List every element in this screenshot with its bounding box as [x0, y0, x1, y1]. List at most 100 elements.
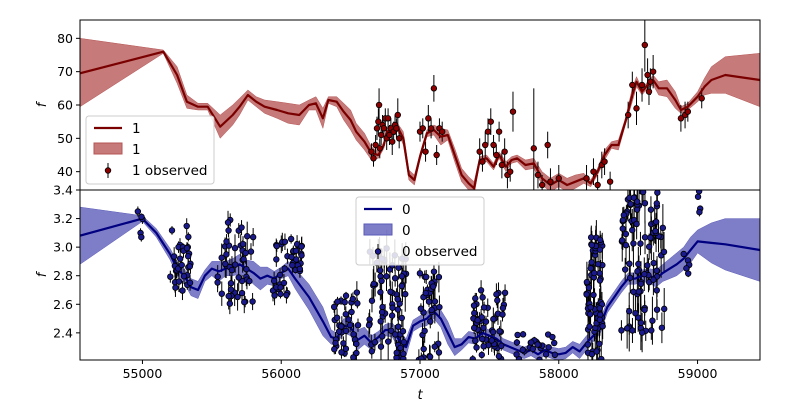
observed-point: [641, 41, 649, 49]
observed-point: [376, 145, 383, 152]
observed-point: [178, 261, 185, 269]
observed-point: [247, 248, 255, 255]
observed-point: [469, 355, 476, 360]
legend-points-label: 0 observed: [402, 244, 477, 260]
observed-point: [622, 230, 630, 238]
observed-point: [551, 351, 559, 359]
observed-point: [639, 190, 647, 196]
observed-point: [590, 168, 597, 175]
observed-point: [435, 273, 443, 281]
observed-point: [637, 280, 645, 288]
observed-point: [630, 240, 637, 247]
observed-point: [647, 78, 654, 85]
observed-point: [186, 263, 194, 270]
observed-point: [586, 323, 593, 330]
observed-point: [471, 309, 478, 317]
observed-point: [641, 199, 649, 207]
observed-point: [398, 314, 405, 322]
y-tick-label: 3.4: [53, 183, 73, 198]
observed-point: [626, 308, 633, 315]
observed-point: [218, 254, 225, 261]
observed-point: [398, 282, 405, 290]
observed-point: [340, 340, 347, 347]
observed-point: [487, 118, 494, 125]
observed-point: [345, 316, 352, 323]
observed-point: [499, 311, 506, 318]
observed-point: [647, 206, 655, 213]
observed-point: [634, 198, 641, 205]
observed-point: [179, 287, 186, 294]
legend: 0 0 0 observed: [355, 196, 485, 266]
observed-point: [653, 267, 660, 274]
observed-point: [400, 350, 407, 358]
observed-point: [629, 226, 636, 234]
observed-point: [370, 280, 377, 288]
observed-point: [333, 314, 341, 321]
observed-point: [478, 314, 486, 321]
observed-point: [287, 235, 295, 243]
observed-point: [277, 290, 284, 298]
observed-point: [427, 318, 434, 325]
y-tick-label: 2.8: [53, 268, 73, 283]
observed-point: [368, 148, 375, 155]
observed-point: [383, 273, 390, 280]
observed-point: [368, 348, 376, 355]
y-tick-label: 2.6: [53, 297, 73, 312]
y-tick-label: 40: [57, 164, 73, 179]
observed-point: [341, 299, 348, 306]
observed-point: [596, 236, 604, 244]
observed-point: [225, 227, 232, 234]
observed-point: [587, 304, 594, 311]
observed-point: [484, 128, 492, 135]
observed-point: [416, 270, 424, 277]
observed-point: [330, 303, 338, 311]
observed-point: [388, 312, 396, 319]
observed-point: [375, 118, 382, 125]
observed-point: [641, 271, 648, 278]
observed-point: [394, 306, 402, 313]
x-tick-label: 55000: [123, 366, 163, 381]
observed-point: [242, 249, 249, 257]
observed-point: [421, 327, 428, 335]
observed-point: [425, 115, 432, 122]
observed-point: [480, 324, 487, 331]
observed-point: [620, 211, 628, 219]
observed-point: [167, 273, 174, 280]
observed-point: [422, 148, 429, 155]
observed-point: [394, 111, 401, 119]
observed-point: [170, 253, 178, 260]
observed-point: [645, 88, 653, 95]
observed-point: [629, 327, 636, 334]
observed-point: [637, 240, 644, 247]
observed-point: [653, 306, 661, 313]
observed-point: [240, 256, 247, 263]
observed-point: [387, 288, 394, 296]
observed-point: [501, 289, 509, 297]
observed-point: [377, 318, 384, 325]
observed-point: [439, 128, 446, 135]
observed-point: [661, 305, 668, 313]
observed-point: [418, 355, 425, 360]
observed-point: [596, 316, 604, 323]
observed-point: [239, 240, 247, 248]
observed-point: [373, 125, 381, 132]
y-axis-label: f: [35, 270, 50, 277]
observed-point: [425, 298, 433, 305]
observed-point: [633, 105, 640, 112]
observed-point: [477, 287, 485, 294]
observed-point: [349, 295, 357, 303]
observed-point: [296, 265, 304, 273]
observed-point: [138, 213, 145, 221]
observed-point: [389, 138, 396, 145]
observed-point: [342, 327, 350, 335]
legend-box: [355, 196, 485, 266]
observed-point: [172, 284, 179, 291]
observed-point: [488, 337, 495, 344]
observed-point: [289, 262, 296, 269]
observed-point: [489, 328, 497, 336]
observed-point: [480, 343, 487, 350]
observed-point: [653, 287, 660, 294]
observed-point: [332, 339, 339, 347]
observed-point: [342, 345, 350, 352]
observed-point: [594, 260, 602, 268]
